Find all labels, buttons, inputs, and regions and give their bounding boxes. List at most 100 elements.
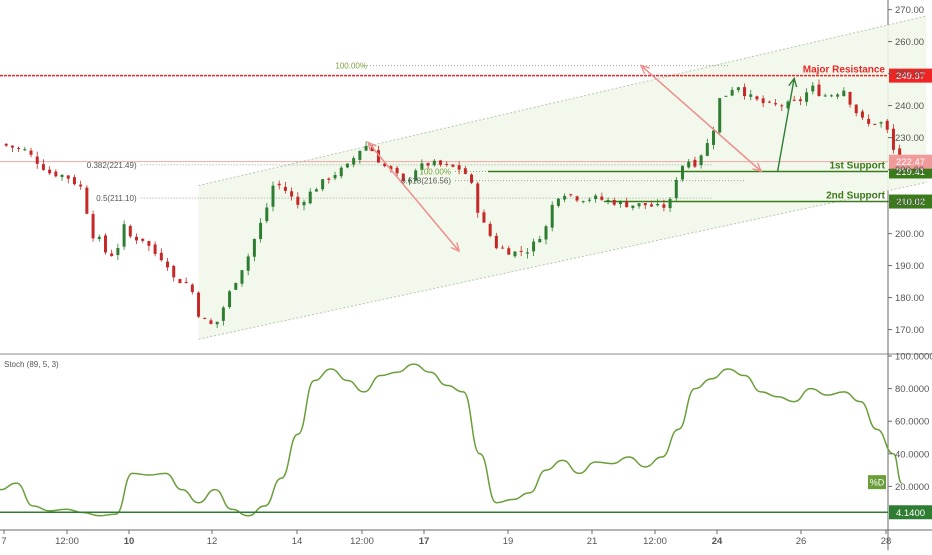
candle-body xyxy=(643,203,647,206)
price-tag-bg xyxy=(889,68,932,83)
candle-body xyxy=(879,122,883,124)
candle-body xyxy=(302,201,306,206)
candle-body xyxy=(426,163,430,166)
candle-body xyxy=(277,183,281,186)
stoch-indicator-label: Stoch (89, 5, 3) xyxy=(4,360,59,369)
candle-body xyxy=(97,236,101,240)
candle-body xyxy=(178,279,182,284)
candle-body xyxy=(184,281,188,283)
candle-body xyxy=(649,204,653,207)
stoch-line xyxy=(0,363,903,517)
candle-body xyxy=(891,128,895,150)
candle-body xyxy=(29,150,33,155)
x-tick-label: 7 xyxy=(1,536,6,547)
price-tag-bg xyxy=(889,194,932,209)
candle-body xyxy=(395,167,399,174)
x-tick-label: 12 xyxy=(207,536,218,547)
level-name-label: 1st Support xyxy=(829,160,885,171)
candle-body xyxy=(72,177,76,185)
candle-body xyxy=(352,158,356,165)
candle-body xyxy=(203,318,207,320)
last-price-label: 222.47 xyxy=(896,157,925,168)
candle-body xyxy=(885,120,889,130)
y-tick-label: 230.00 xyxy=(895,133,924,144)
fib-level-label: 100.00% xyxy=(419,168,451,177)
candle-body xyxy=(290,191,294,197)
candle-body xyxy=(829,95,833,97)
candle-body xyxy=(668,199,672,209)
candle-body xyxy=(681,165,684,180)
y-tick-label: 190.00 xyxy=(895,261,924,272)
candle-body xyxy=(774,103,778,105)
candle-body xyxy=(687,161,691,168)
candle-body xyxy=(618,201,622,205)
candle-body xyxy=(544,226,548,240)
x-tick-label: 28 xyxy=(881,536,892,547)
candle-body xyxy=(482,212,486,223)
fib-level-label: 0.382(221.49) xyxy=(87,161,137,170)
candle-body xyxy=(370,146,374,152)
candle-body xyxy=(321,179,325,190)
candle-body xyxy=(494,235,498,249)
candle-body xyxy=(345,163,349,168)
x-tick-label: 12:00 xyxy=(643,536,667,547)
candle-body xyxy=(736,87,740,91)
candle-body xyxy=(166,261,170,268)
series-tag-bg xyxy=(868,475,886,490)
candle-body xyxy=(271,185,275,207)
candle-body xyxy=(637,203,641,207)
candle-body xyxy=(612,200,616,205)
candle-body xyxy=(197,292,201,317)
candle-body xyxy=(91,214,95,239)
candle-body xyxy=(221,307,225,321)
y-tick-label: 240.00 xyxy=(895,101,924,112)
candle-body xyxy=(383,163,387,167)
candle-body xyxy=(172,265,176,278)
fib-level-label: 0.5(211.10) xyxy=(96,194,137,203)
fib-level-label: 0.618(216.56) xyxy=(401,177,451,186)
candle-body xyxy=(842,90,846,96)
y-tick-label: 170.00 xyxy=(895,325,924,336)
stoch-level-label: 4.1400 xyxy=(896,508,925,519)
candle-body xyxy=(501,247,505,249)
candle-body xyxy=(873,123,877,125)
candle-body xyxy=(364,145,368,151)
candle-body xyxy=(103,235,107,253)
candle-body xyxy=(693,159,697,167)
last-price-tag xyxy=(889,154,932,169)
candle-body xyxy=(798,99,802,102)
candle-body xyxy=(606,199,610,201)
candle-body xyxy=(724,95,728,97)
candle-body xyxy=(296,196,300,205)
candle-body xyxy=(786,101,790,109)
candle-body xyxy=(805,92,809,102)
candle-body xyxy=(432,160,436,166)
candle-body xyxy=(23,149,27,151)
x-tick-label: 14 xyxy=(292,536,303,547)
stoch-level-tag xyxy=(889,505,932,520)
candle-body xyxy=(35,156,39,164)
candle-body xyxy=(252,239,256,257)
candle-body xyxy=(519,250,523,252)
level-name-label: 2nd Support xyxy=(826,191,886,202)
candle-body xyxy=(848,92,852,105)
candle-body xyxy=(811,85,815,92)
x-tick-label: 12:00 xyxy=(55,536,79,547)
candle-body xyxy=(159,252,163,261)
x-tick-label: 21 xyxy=(587,536,598,547)
candle-body xyxy=(246,256,250,271)
y-tick-label: 40.0000 xyxy=(895,449,929,460)
price-tag-label: 210.02 xyxy=(896,197,925,208)
candle-body xyxy=(792,99,796,101)
candle-body xyxy=(327,178,331,180)
x-tick-label: 24 xyxy=(712,536,723,547)
y-tick-label: 250.00 xyxy=(895,69,924,80)
x-tick-label: 17 xyxy=(419,536,430,547)
candle-body xyxy=(259,222,263,240)
candle-body xyxy=(79,184,83,187)
candle-body xyxy=(712,130,716,145)
candle-body xyxy=(445,163,449,165)
candle-body xyxy=(749,94,753,97)
candle-body xyxy=(228,291,232,308)
